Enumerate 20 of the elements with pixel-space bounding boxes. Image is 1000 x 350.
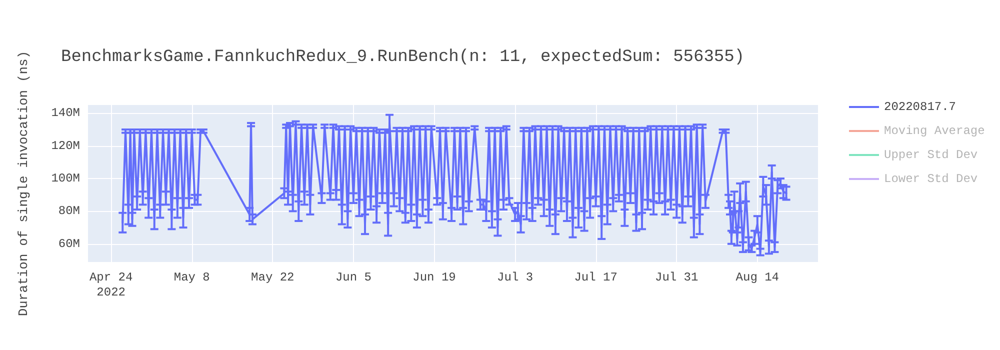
legend-label: Moving Average <box>884 124 985 138</box>
y-tick-label: 140M <box>51 106 80 120</box>
x-tick-label: Jul 31 <box>655 270 698 284</box>
x-tick-label: Jun 5 <box>335 270 372 284</box>
chart-title: BenchmarksGame.FannkuchRedux_9.RunBench(n: 11, expectedSum: 556355) <box>61 48 745 67</box>
y-axis-title: Duration of single invocation (ns) <box>16 50 31 316</box>
legend-label: Lower Std Dev <box>884 172 978 186</box>
x-tick-label: May 8 <box>174 270 210 284</box>
x-tick-label: Jun 19 <box>412 270 456 284</box>
y-tick-label: 100M <box>51 172 80 186</box>
y-tick-label: 60M <box>58 236 80 251</box>
x-tick-label: Apr 24 2022 <box>89 270 133 300</box>
x-tick-label: Jul 17 <box>574 270 618 284</box>
x-tick-label: Aug 14 <box>736 270 780 284</box>
legend-label: Upper Std Dev <box>884 148 978 162</box>
legend-label: 20220817.7 <box>884 100 956 114</box>
y-tick-label: 120M <box>51 138 80 153</box>
x-tick-label: Jul 3 <box>497 270 534 284</box>
y-tick-label: 80M <box>58 204 80 218</box>
x-tick-label: May 22 <box>251 270 294 284</box>
